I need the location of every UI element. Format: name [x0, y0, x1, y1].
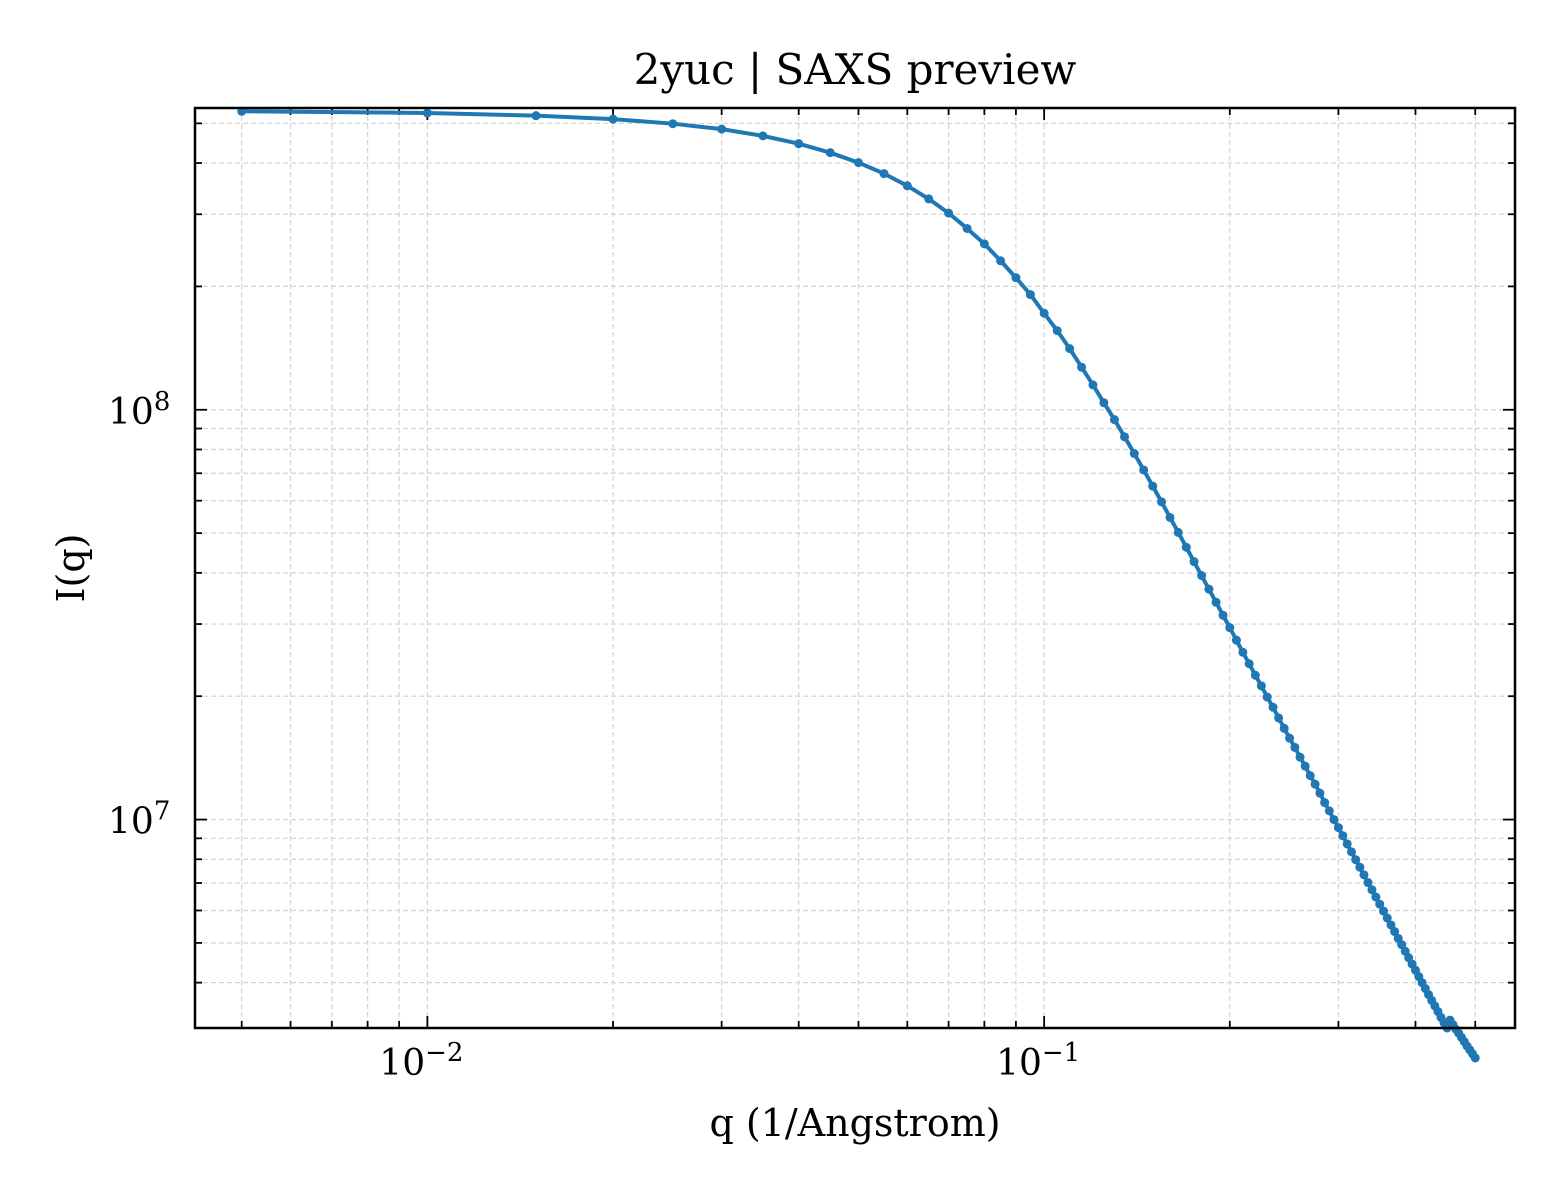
- data-point: [758, 131, 768, 141]
- data-point: [1088, 380, 1098, 390]
- data-point: [1197, 571, 1207, 581]
- data-point: [668, 119, 678, 129]
- data-point: [1120, 432, 1130, 442]
- data-point: [1204, 584, 1214, 594]
- chart-title: 2yuc | SAXS preview: [634, 45, 1077, 94]
- tick-labels: 10−2 10−1 107 108: [108, 387, 1080, 1084]
- data-point: [1315, 788, 1325, 798]
- data-point: [1324, 806, 1334, 816]
- data-point: [1025, 290, 1035, 300]
- y-tick-label: 108: [108, 387, 170, 433]
- data-point: [825, 148, 835, 158]
- data-point: [1262, 692, 1272, 702]
- x-tick-label: 10−2: [379, 1038, 463, 1084]
- data-point: [924, 194, 934, 204]
- data-point: [1379, 906, 1389, 916]
- data-point: [1382, 913, 1392, 923]
- data-point: [1274, 713, 1284, 723]
- data-point: [1390, 927, 1400, 937]
- y-axis-label: I(q): [49, 534, 93, 603]
- data-point: [1173, 527, 1183, 537]
- data-point: [1355, 862, 1365, 872]
- data-point: [1351, 855, 1361, 865]
- x-tick-label: 10−1: [996, 1038, 1080, 1084]
- data-point: [1338, 831, 1348, 841]
- data-point: [1109, 415, 1119, 425]
- axis-ticks: [195, 108, 1515, 1028]
- plot-frame: [193, 106, 1517, 1030]
- data-point: [1139, 465, 1149, 475]
- data-point: [1305, 771, 1315, 781]
- data-point: [1371, 892, 1381, 902]
- data-point: [853, 158, 863, 168]
- data-point: [1285, 733, 1295, 743]
- data-point: [1333, 823, 1343, 833]
- data-point: [1099, 398, 1109, 408]
- data-point: [1189, 557, 1199, 567]
- data-point: [1052, 326, 1062, 336]
- data-point: [1268, 702, 1278, 712]
- data-point: [1238, 647, 1248, 657]
- data-point: [531, 111, 541, 121]
- data-point: [1157, 497, 1167, 507]
- data-point: [1165, 512, 1175, 522]
- data-point: [1346, 847, 1356, 857]
- data-point: [717, 124, 727, 134]
- data-point: [1225, 623, 1235, 633]
- data-point: [1470, 1053, 1480, 1063]
- data-point: [1231, 635, 1241, 645]
- data-point: [1359, 870, 1369, 880]
- data-series: [237, 106, 1480, 1063]
- data-point: [1363, 878, 1373, 888]
- data-point: [1011, 273, 1021, 283]
- data-point: [1320, 798, 1330, 808]
- data-point: [1290, 742, 1300, 752]
- data-point: [608, 114, 618, 124]
- data-point: [1244, 659, 1254, 669]
- data-point: [1077, 362, 1087, 372]
- data-point: [944, 208, 954, 218]
- x-axis-label: q (1/Angstrom): [709, 1101, 1000, 1145]
- data-point: [1250, 670, 1260, 680]
- data-point: [1342, 839, 1352, 849]
- data-point: [1148, 481, 1158, 491]
- data-point: [1129, 449, 1139, 459]
- data-point: [996, 256, 1006, 266]
- data-point: [1367, 885, 1377, 895]
- data-point: [1310, 779, 1320, 789]
- data-point: [1218, 610, 1228, 620]
- data-point: [1211, 597, 1221, 607]
- data-point: [1295, 752, 1305, 762]
- data-point: [1375, 899, 1385, 909]
- data-point: [1256, 681, 1266, 691]
- data-point: [1329, 815, 1339, 825]
- data-point: [1386, 920, 1396, 930]
- data-point: [962, 223, 972, 233]
- data-point: [1397, 940, 1407, 950]
- data-point: [1065, 344, 1075, 354]
- data-point: [1039, 308, 1049, 318]
- data-point: [979, 239, 989, 249]
- data-point: [1181, 542, 1191, 552]
- data-point: [1279, 723, 1289, 733]
- data-point: [1300, 761, 1310, 771]
- y-tick-label: 107: [108, 797, 170, 843]
- data-point: [422, 108, 432, 118]
- data-point: [902, 181, 912, 191]
- data-point: [879, 169, 889, 179]
- grid: [195, 108, 1515, 1028]
- data-point: [794, 139, 804, 149]
